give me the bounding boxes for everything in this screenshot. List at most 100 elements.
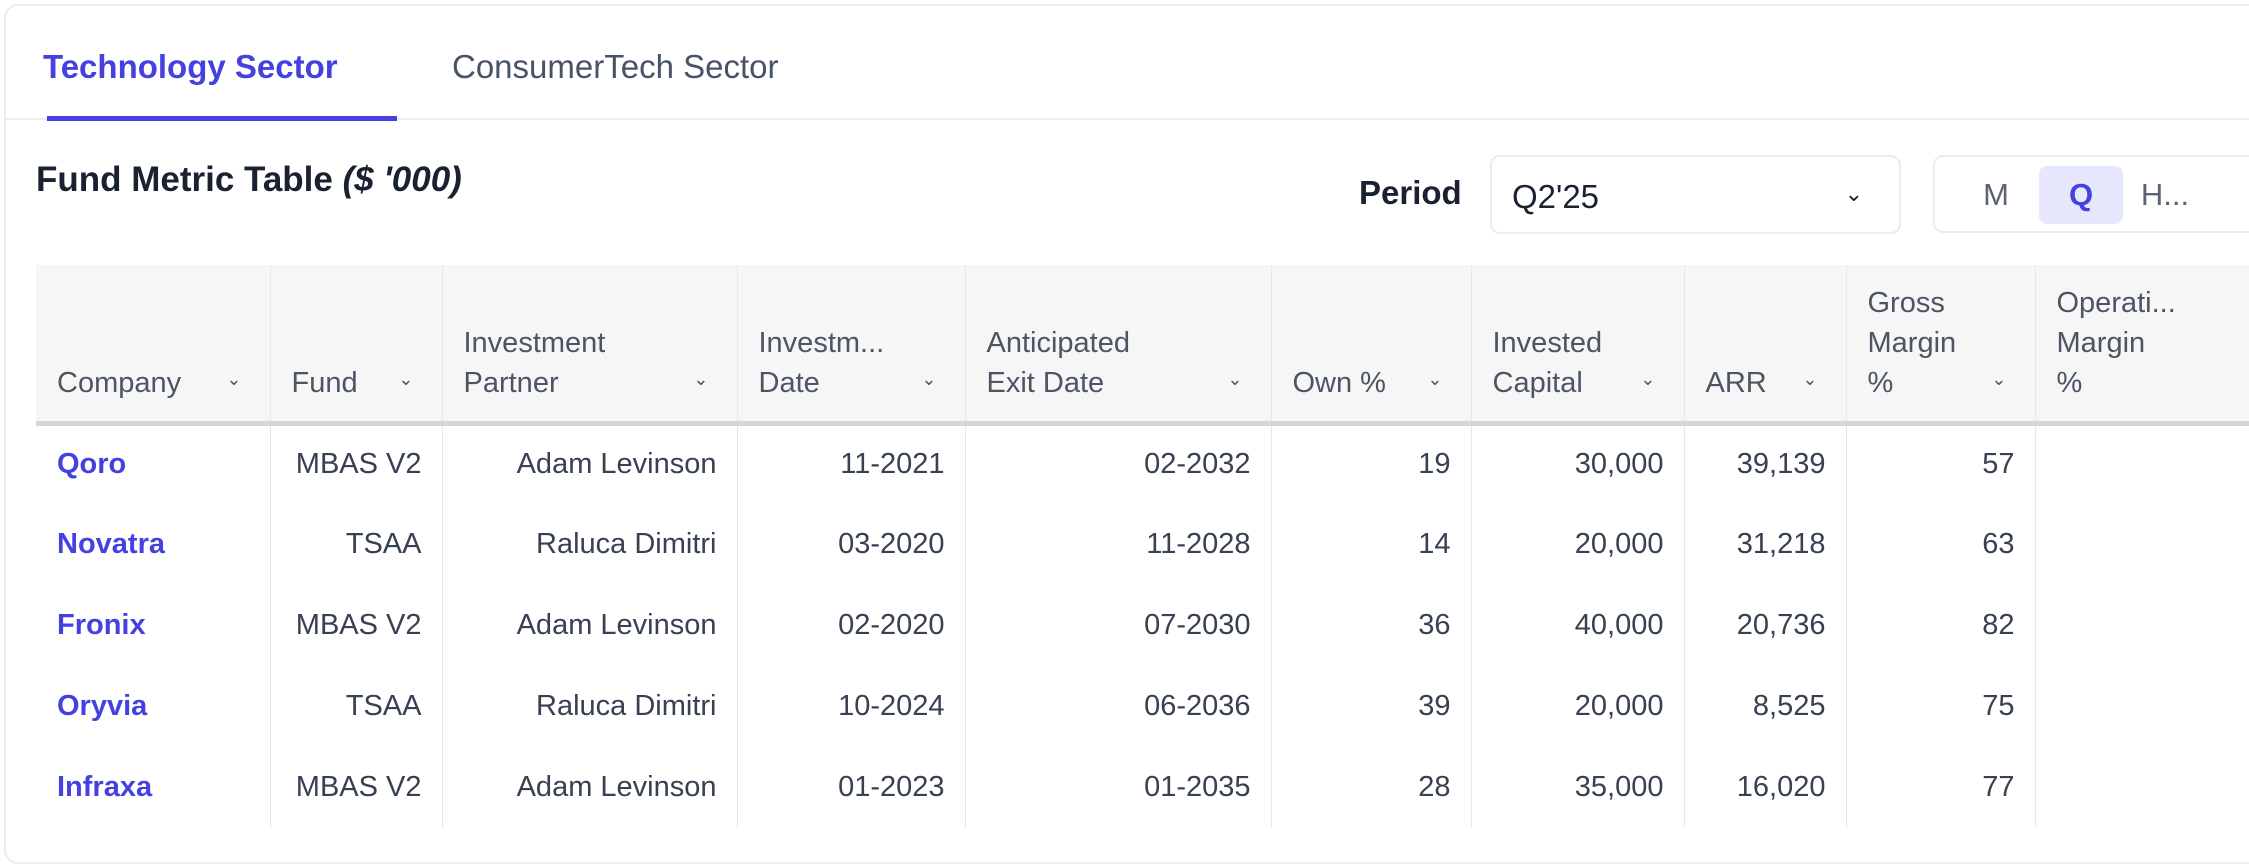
table-cell: Raluca Dimitri xyxy=(442,504,737,585)
table-cell: 03-2020 xyxy=(737,504,965,585)
granularity-month[interactable]: M xyxy=(1954,166,2038,224)
table-cell: Adam Levinson xyxy=(442,423,737,504)
chevron-down-icon[interactable]: ⌄ xyxy=(1227,359,1242,399)
table-cell: 20,736 xyxy=(1684,585,1846,666)
title-text: Fund Metric Table xyxy=(36,160,333,199)
active-tab-indicator xyxy=(47,116,397,121)
table-cell: -16 xyxy=(2035,423,2249,504)
table-cell: 07-2030 xyxy=(965,585,1271,666)
granularity-quarter[interactable]: Q xyxy=(2039,166,2123,224)
company-link[interactable]: Fronix xyxy=(36,585,270,666)
table-cell: 19 xyxy=(1271,423,1471,504)
column-header-label: Margin xyxy=(1868,323,2015,363)
column-header[interactable]: Own %⌄ xyxy=(1271,265,1471,423)
table-cell: 40,000 xyxy=(1471,585,1684,666)
table-cell: MBAS V2 xyxy=(270,585,442,666)
table-cell: 02-2032 xyxy=(965,423,1271,504)
table-cell: 20,000 xyxy=(1471,504,1684,585)
chevron-down-icon[interactable]: ⌄ xyxy=(693,359,708,399)
column-header[interactable]: Investm...Date⌄ xyxy=(737,265,965,423)
chevron-down-icon: ⌄ xyxy=(1845,181,1863,207)
table-cell: 39 xyxy=(1271,666,1471,747)
chevron-down-icon[interactable]: ⌄ xyxy=(1427,359,1442,399)
granularity-toggle: M Q H... xyxy=(1933,155,2249,233)
column-header[interactable]: Fund⌄ xyxy=(270,265,442,423)
table-cell: 30,000 xyxy=(1471,423,1684,504)
table-cell: 75 xyxy=(1846,666,2035,747)
column-header-label: Capital xyxy=(1493,363,1664,403)
column-header-label: Partner xyxy=(464,363,717,403)
company-link[interactable]: Oryvia xyxy=(36,666,270,747)
column-header-label: Investm... xyxy=(759,323,945,363)
table-cell: 16,020 xyxy=(1684,747,1846,828)
table-cell: 20,000 xyxy=(1471,666,1684,747)
table-cell: 8,525 xyxy=(1684,666,1846,747)
period-value: Q2'25 xyxy=(1512,178,1599,215)
column-header-label: % xyxy=(2057,363,2249,403)
column-header-label: Date xyxy=(759,363,945,403)
chevron-down-icon[interactable]: ⌄ xyxy=(226,359,241,399)
column-header[interactable]: Company⌄ xyxy=(36,265,270,423)
table-cell: Adam Levinson xyxy=(442,585,737,666)
table-cell: 06-2036 xyxy=(965,666,1271,747)
table-cell: -75 xyxy=(2035,666,2249,747)
table-cell: 28 xyxy=(1271,747,1471,828)
table-cell: 57 xyxy=(1846,423,2035,504)
table-cell: 30 xyxy=(2035,504,2249,585)
column-header-label: Exit Date xyxy=(987,363,1251,403)
table-cell: MBAS V2 xyxy=(270,423,442,504)
table-cell: 11-2028 xyxy=(965,504,1271,585)
table-cell: -27 xyxy=(2035,747,2249,828)
chevron-down-icon[interactable]: ⌄ xyxy=(1802,359,1817,399)
table-cell: Adam Levinson xyxy=(442,747,737,828)
table-cell: TSAA xyxy=(270,666,442,747)
period-label: Period xyxy=(1359,174,1462,212)
table-cell: 02-2020 xyxy=(737,585,965,666)
column-header-label: Gross xyxy=(1868,283,2015,323)
page-title: Fund Metric Table ($ '000) xyxy=(36,160,462,200)
table-cell: 14 xyxy=(1271,504,1471,585)
chevron-down-icon[interactable]: ⌄ xyxy=(921,359,936,399)
column-header-label: Anticipated xyxy=(987,323,1251,363)
table-cell: 36 xyxy=(1271,585,1471,666)
tab-technology-sector[interactable]: Technology Sector xyxy=(43,48,338,86)
company-link[interactable]: Qoro xyxy=(36,423,270,504)
table-cell: 01-2035 xyxy=(965,747,1271,828)
chevron-down-icon[interactable]: ⌄ xyxy=(1991,359,2006,399)
chevron-down-icon[interactable]: ⌄ xyxy=(398,359,413,399)
table-cell: Raluca Dimitri xyxy=(442,666,737,747)
table-cell: 10-2024 xyxy=(737,666,965,747)
table-cell: 39,139 xyxy=(1684,423,1846,504)
chevron-down-icon[interactable]: ⌄ xyxy=(1640,359,1655,399)
table-cell: 35,000 xyxy=(1471,747,1684,828)
column-header-label: Investment xyxy=(464,323,717,363)
title-unit: ($ '000) xyxy=(343,160,462,199)
column-header[interactable]: ARR⌄ xyxy=(1684,265,1846,423)
period-select[interactable]: Q2'25 ⌄ xyxy=(1490,155,1901,234)
company-link[interactable]: Infraxa xyxy=(36,747,270,828)
table-cell: 77 xyxy=(1846,747,2035,828)
tab-consumertech-sector[interactable]: ConsumerTech Sector xyxy=(452,48,778,86)
table-cell: 11-2021 xyxy=(737,423,965,504)
table-cell: -23 xyxy=(2035,585,2249,666)
table-cell: 63 xyxy=(1846,504,2035,585)
column-header[interactable]: Operati...Margin%⌄ xyxy=(2035,265,2249,423)
sector-tabs: Technology Sector ConsumerTech Sector xyxy=(4,4,2249,120)
table-cell: 31,218 xyxy=(1684,504,1846,585)
column-header-label: Margin xyxy=(2057,323,2249,363)
table-cell: MBAS V2 xyxy=(270,747,442,828)
table-cell: TSAA xyxy=(270,504,442,585)
company-link[interactable]: Novatra xyxy=(36,504,270,585)
table-cell: 01-2023 xyxy=(737,747,965,828)
granularity-half[interactable]: H... xyxy=(2123,166,2207,224)
